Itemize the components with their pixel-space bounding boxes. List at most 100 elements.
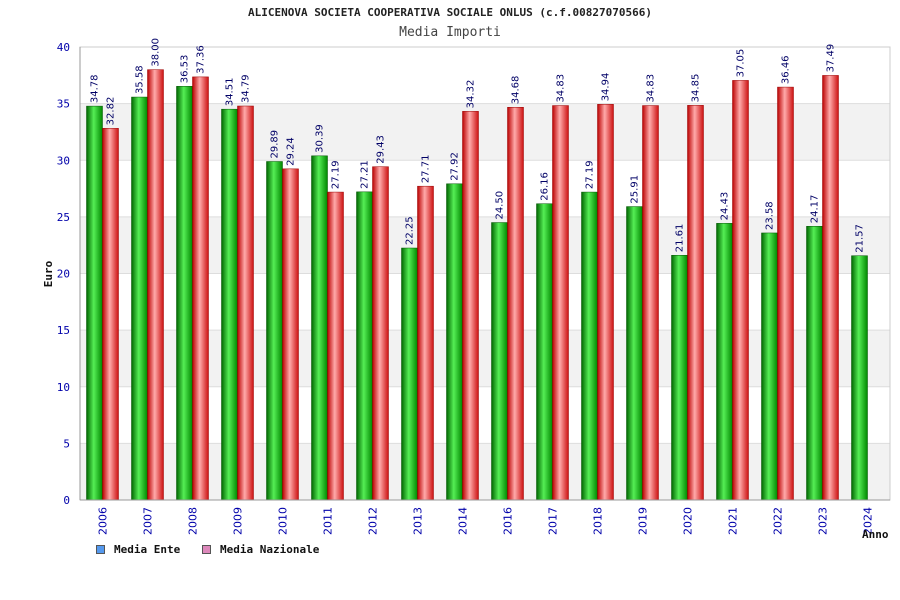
data-label: 24.17 xyxy=(810,195,821,224)
bar-nazionale xyxy=(507,106,524,501)
legend-item-ente: Media Ente xyxy=(96,543,180,556)
x-tick-label: 2010 xyxy=(277,507,290,535)
x-tick-label: 2020 xyxy=(682,507,695,535)
data-label: 26.16 xyxy=(540,172,551,201)
data-label: 24.43 xyxy=(720,192,731,221)
data-label: 29.24 xyxy=(286,137,297,166)
plot-band xyxy=(80,386,890,444)
data-label: 36.46 xyxy=(781,55,792,84)
plot-band xyxy=(80,103,890,161)
bar-nazionale xyxy=(372,166,389,501)
y-tick-label: 40 xyxy=(57,41,70,54)
legend-label-ente: Media Ente xyxy=(114,543,181,556)
bar-ente xyxy=(716,223,733,501)
x-tick-label: 2016 xyxy=(502,507,515,535)
data-label: 27.92 xyxy=(450,152,461,181)
chart-subtitle: Media Importi xyxy=(399,25,501,40)
x-tick-label: 2023 xyxy=(817,507,830,535)
bar-nazionale xyxy=(777,86,794,501)
bar-ente xyxy=(761,232,778,501)
bar-ente xyxy=(131,96,148,501)
bar-ente xyxy=(221,108,238,501)
y-tick-label: 25 xyxy=(57,211,70,224)
data-label: 22.25 xyxy=(405,216,416,245)
x-axis-label: Anno xyxy=(862,528,889,541)
data-label: 34.85 xyxy=(691,74,702,103)
bar-nazionale xyxy=(237,105,254,501)
y-tick-label: 0 xyxy=(63,494,70,507)
x-tick-label: 2021 xyxy=(727,507,740,535)
bar-ente xyxy=(311,155,328,501)
data-label: 34.94 xyxy=(601,73,612,102)
bar-nazionale xyxy=(687,105,704,501)
y-tick-label: 5 xyxy=(63,437,70,450)
data-label: 34.51 xyxy=(225,78,236,107)
bar-nazionale xyxy=(417,185,434,501)
x-tick-label: 2024 xyxy=(862,507,875,535)
data-label: 27.21 xyxy=(360,160,371,189)
x-tick-label: 2019 xyxy=(637,507,650,535)
x-tick-label: 2018 xyxy=(592,507,605,535)
legend-swatch-ente xyxy=(96,545,105,554)
x-tick-label: 2017 xyxy=(547,507,560,535)
bar-nazionale xyxy=(192,76,209,501)
data-label: 27.19 xyxy=(331,160,342,189)
x-tick-label: 2012 xyxy=(367,507,380,535)
bar-nazionale xyxy=(732,80,749,501)
bar-ente xyxy=(806,226,823,501)
y-axis-label: Euro xyxy=(42,260,55,287)
data-label: 37.36 xyxy=(196,45,207,74)
data-label: 29.89 xyxy=(270,130,281,159)
legend-item-nazionale: Media Nazionale xyxy=(202,543,319,556)
plot-band xyxy=(80,160,890,217)
y-tick-label: 30 xyxy=(57,154,70,167)
data-label: 25.91 xyxy=(630,175,641,204)
bar-ente xyxy=(626,206,643,501)
bar-ente xyxy=(176,86,193,501)
bar-nazionale xyxy=(462,111,479,501)
x-tick-label: 2009 xyxy=(232,507,245,535)
x-tick-label: 2013 xyxy=(412,507,425,535)
data-label: 27.71 xyxy=(421,155,432,184)
plot-band xyxy=(80,330,890,387)
bar-ente xyxy=(671,255,688,501)
data-label: 34.83 xyxy=(646,74,657,103)
data-label: 30.39 xyxy=(315,124,326,153)
plot-band xyxy=(80,443,890,500)
bar-nazionale xyxy=(327,191,344,501)
data-label: 29.43 xyxy=(376,135,387,164)
data-label: 34.83 xyxy=(556,74,567,103)
data-label: 34.68 xyxy=(511,76,522,105)
bar-ente xyxy=(536,203,553,501)
bar-nazionale xyxy=(597,104,614,501)
data-label: 32.82 xyxy=(106,97,117,126)
bar-ente xyxy=(86,105,103,501)
bar-nazionale xyxy=(642,105,659,501)
legend-swatch-nazionale xyxy=(202,545,211,554)
plot-band xyxy=(80,47,890,104)
plot-band xyxy=(80,216,890,274)
data-label: 24.50 xyxy=(495,191,506,220)
legend-label-nazionale: Media Nazionale xyxy=(220,543,320,556)
x-tick-label: 2007 xyxy=(142,507,155,535)
bar-ente xyxy=(446,183,463,501)
y-tick-label: 35 xyxy=(57,98,70,111)
x-tick-label: 2014 xyxy=(457,507,470,535)
bar-ente xyxy=(266,161,283,501)
bar-nazionale xyxy=(552,105,569,501)
data-label: 34.32 xyxy=(466,80,477,109)
plot-band xyxy=(80,273,890,331)
data-label: 23.58 xyxy=(765,201,776,230)
data-label: 27.19 xyxy=(585,160,596,189)
bar-nazionale xyxy=(147,69,164,501)
data-label: 34.78 xyxy=(90,74,101,103)
bar-ente xyxy=(581,191,598,501)
y-tick-label: 15 xyxy=(57,324,70,337)
x-tick-label: 2011 xyxy=(322,507,335,535)
y-tick-label: 10 xyxy=(57,381,70,394)
data-label: 34.79 xyxy=(241,74,252,103)
bar-ente xyxy=(356,191,373,501)
chart-title: ALICENOVA SOCIETA COOPERATIVA SOCIALE ON… xyxy=(248,6,652,19)
y-tick-label: 20 xyxy=(57,268,70,281)
